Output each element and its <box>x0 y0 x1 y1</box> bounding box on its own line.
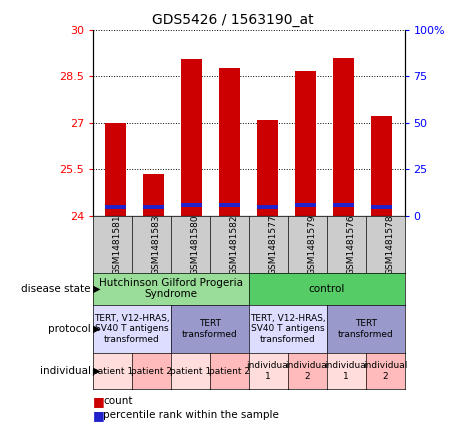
Bar <box>295 203 316 207</box>
Text: ■: ■ <box>93 396 105 409</box>
Bar <box>372 205 392 209</box>
Text: control: control <box>308 284 345 294</box>
Text: individual
2: individual 2 <box>363 362 407 381</box>
Bar <box>106 123 126 216</box>
Text: Hutchinson Gilford Progeria
Syndrome: Hutchinson Gilford Progeria Syndrome <box>99 278 243 299</box>
Text: individual: individual <box>40 366 91 376</box>
Text: patient 2: patient 2 <box>131 367 172 376</box>
Bar <box>219 203 240 207</box>
Text: individual
2: individual 2 <box>285 362 329 381</box>
Bar <box>181 203 202 207</box>
Text: GSM1481576: GSM1481576 <box>346 214 355 275</box>
Bar <box>219 69 240 216</box>
Text: GSM1481579: GSM1481579 <box>307 214 316 275</box>
Bar <box>257 205 278 209</box>
Text: disease state: disease state <box>21 284 91 294</box>
Text: count: count <box>103 396 133 407</box>
Bar <box>295 71 316 216</box>
Bar <box>333 58 354 216</box>
Bar <box>106 205 126 209</box>
Text: TERT
transformed: TERT transformed <box>338 319 393 338</box>
Text: GSM1481578: GSM1481578 <box>385 214 394 275</box>
Text: patient 1: patient 1 <box>170 367 211 376</box>
Text: GSM1481582: GSM1481582 <box>229 214 238 275</box>
Text: percentile rank within the sample: percentile rank within the sample <box>103 410 279 420</box>
Text: patient 1: patient 1 <box>92 367 133 376</box>
Text: individual
1: individual 1 <box>324 362 368 381</box>
Text: ■: ■ <box>93 409 105 422</box>
Bar <box>181 59 202 216</box>
Text: GDS5426 / 1563190_at: GDS5426 / 1563190_at <box>152 13 313 27</box>
Text: GSM1481583: GSM1481583 <box>152 214 160 275</box>
Text: ▶: ▶ <box>93 366 100 376</box>
Text: TERT
transformed: TERT transformed <box>182 319 238 338</box>
Text: individual
1: individual 1 <box>246 362 291 381</box>
Text: protocol: protocol <box>48 324 91 334</box>
Text: GSM1481581: GSM1481581 <box>113 214 121 275</box>
Text: TERT, V12-HRAS,
SV40 T antigens
transformed: TERT, V12-HRAS, SV40 T antigens transfor… <box>94 314 170 344</box>
Text: TERT, V12-HRAS,
SV40 T antigens
transformed: TERT, V12-HRAS, SV40 T antigens transfor… <box>250 314 326 344</box>
Text: patient 2: patient 2 <box>209 367 250 376</box>
Text: GSM1481580: GSM1481580 <box>190 214 199 275</box>
Text: ▶: ▶ <box>93 324 100 334</box>
Bar <box>333 203 354 207</box>
Bar <box>143 174 164 216</box>
Bar <box>143 205 164 209</box>
Bar <box>372 116 392 216</box>
Bar <box>257 120 278 216</box>
Text: ▶: ▶ <box>93 284 100 294</box>
Text: GSM1481577: GSM1481577 <box>268 214 277 275</box>
